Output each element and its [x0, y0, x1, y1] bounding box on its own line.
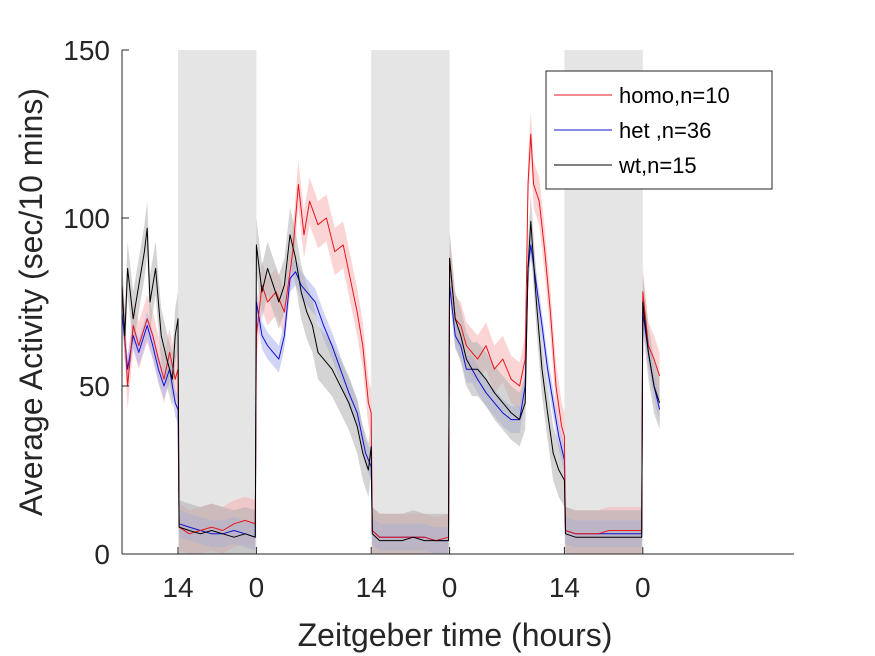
series-line-wt	[121, 220, 661, 542]
y-tick-label: 50	[79, 371, 110, 402]
axes	[121, 50, 794, 555]
dark-period-2	[371, 50, 450, 554]
series-line-homo	[121, 133, 661, 542]
band-wt	[122, 194, 660, 554]
y-tick-label: 100	[63, 203, 110, 234]
x-axis-title: Zeitgeber time (hours)	[298, 617, 613, 653]
x-tick-label: 0	[442, 572, 458, 603]
x-tick-label: 14	[549, 572, 580, 603]
y-ticks: 0 50 100 150	[63, 35, 129, 570]
y-tick-label: 150	[63, 35, 110, 66]
legend-label-homo: homo,n=10	[619, 83, 730, 108]
legend-label-het: het ,n=36	[619, 118, 711, 143]
dark-period-1	[178, 50, 257, 554]
x-tick-label: 0	[635, 572, 651, 603]
x-tick-label: 0	[249, 572, 265, 603]
x-tick-label: 14	[356, 572, 387, 603]
x-tick-label: 14	[162, 572, 193, 603]
y-tick-label: 0	[94, 539, 110, 570]
y-axis-title: Average Activity (sec/10 mins)	[13, 88, 49, 516]
legend-label-wt: wt,n=15	[618, 153, 697, 178]
legend: homo,n=10 het ,n=36 wt,n=15	[545, 70, 773, 190]
x-ticks: 14 0 14 0 14 0	[162, 547, 651, 603]
series-lines	[121, 133, 661, 542]
